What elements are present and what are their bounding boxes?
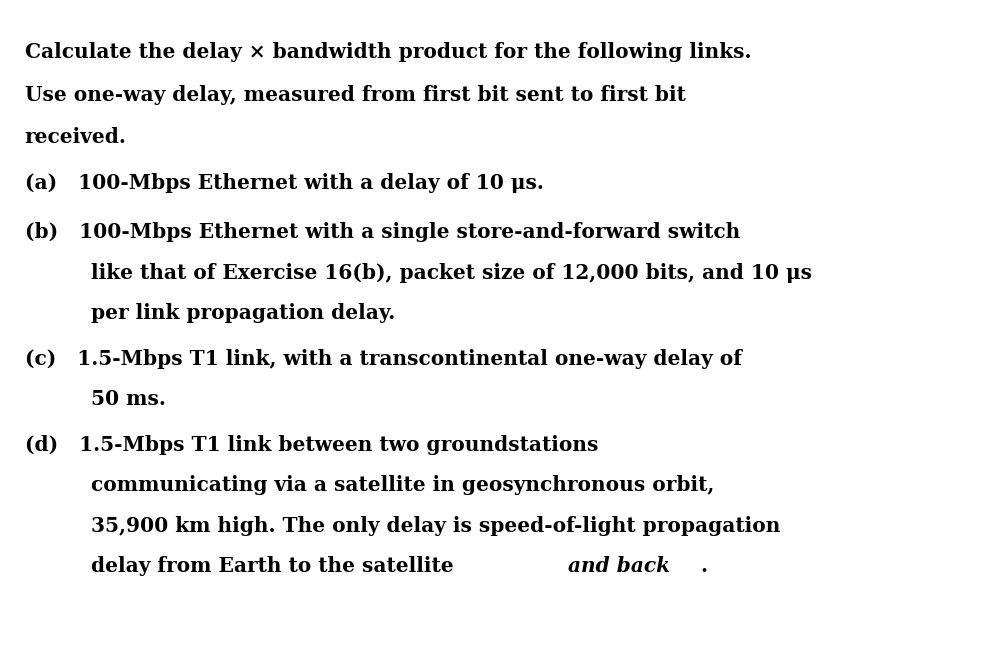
Text: (b)   100-Mbps Ethernet with a single store-and-forward switch: (b) 100-Mbps Ethernet with a single stor… bbox=[25, 222, 740, 242]
Text: Calculate the delay × bandwidth product for the following links.: Calculate the delay × bandwidth product … bbox=[25, 42, 751, 63]
Text: per link propagation delay.: per link propagation delay. bbox=[91, 303, 395, 323]
Text: like that of Exercise 16(b), packet size of 12,000 bits, and 10 μs: like that of Exercise 16(b), packet size… bbox=[91, 263, 813, 283]
Text: (c)   1.5-Mbps T1 link, with a transcontinental one-way delay of: (c) 1.5-Mbps T1 link, with a transcontin… bbox=[25, 349, 741, 369]
Text: communicating via a satellite in geosynchronous orbit,: communicating via a satellite in geosync… bbox=[91, 475, 715, 496]
Text: received.: received. bbox=[25, 127, 127, 148]
Text: (d)   1.5-Mbps T1 link between two groundstations: (d) 1.5-Mbps T1 link between two grounds… bbox=[25, 435, 599, 455]
Text: .: . bbox=[700, 556, 707, 577]
Text: and back: and back bbox=[568, 556, 670, 577]
Text: 50 ms.: 50 ms. bbox=[91, 389, 166, 409]
Text: 35,900 km high. The only delay is speed-of-light propagation: 35,900 km high. The only delay is speed-… bbox=[91, 516, 781, 536]
Text: delay from Earth to the satellite: delay from Earth to the satellite bbox=[91, 556, 461, 577]
Text: Use one-way delay, measured from first bit sent to first bit: Use one-way delay, measured from first b… bbox=[25, 85, 686, 105]
Text: (a)   100-Mbps Ethernet with a delay of 10 μs.: (a) 100-Mbps Ethernet with a delay of 10… bbox=[25, 173, 544, 193]
